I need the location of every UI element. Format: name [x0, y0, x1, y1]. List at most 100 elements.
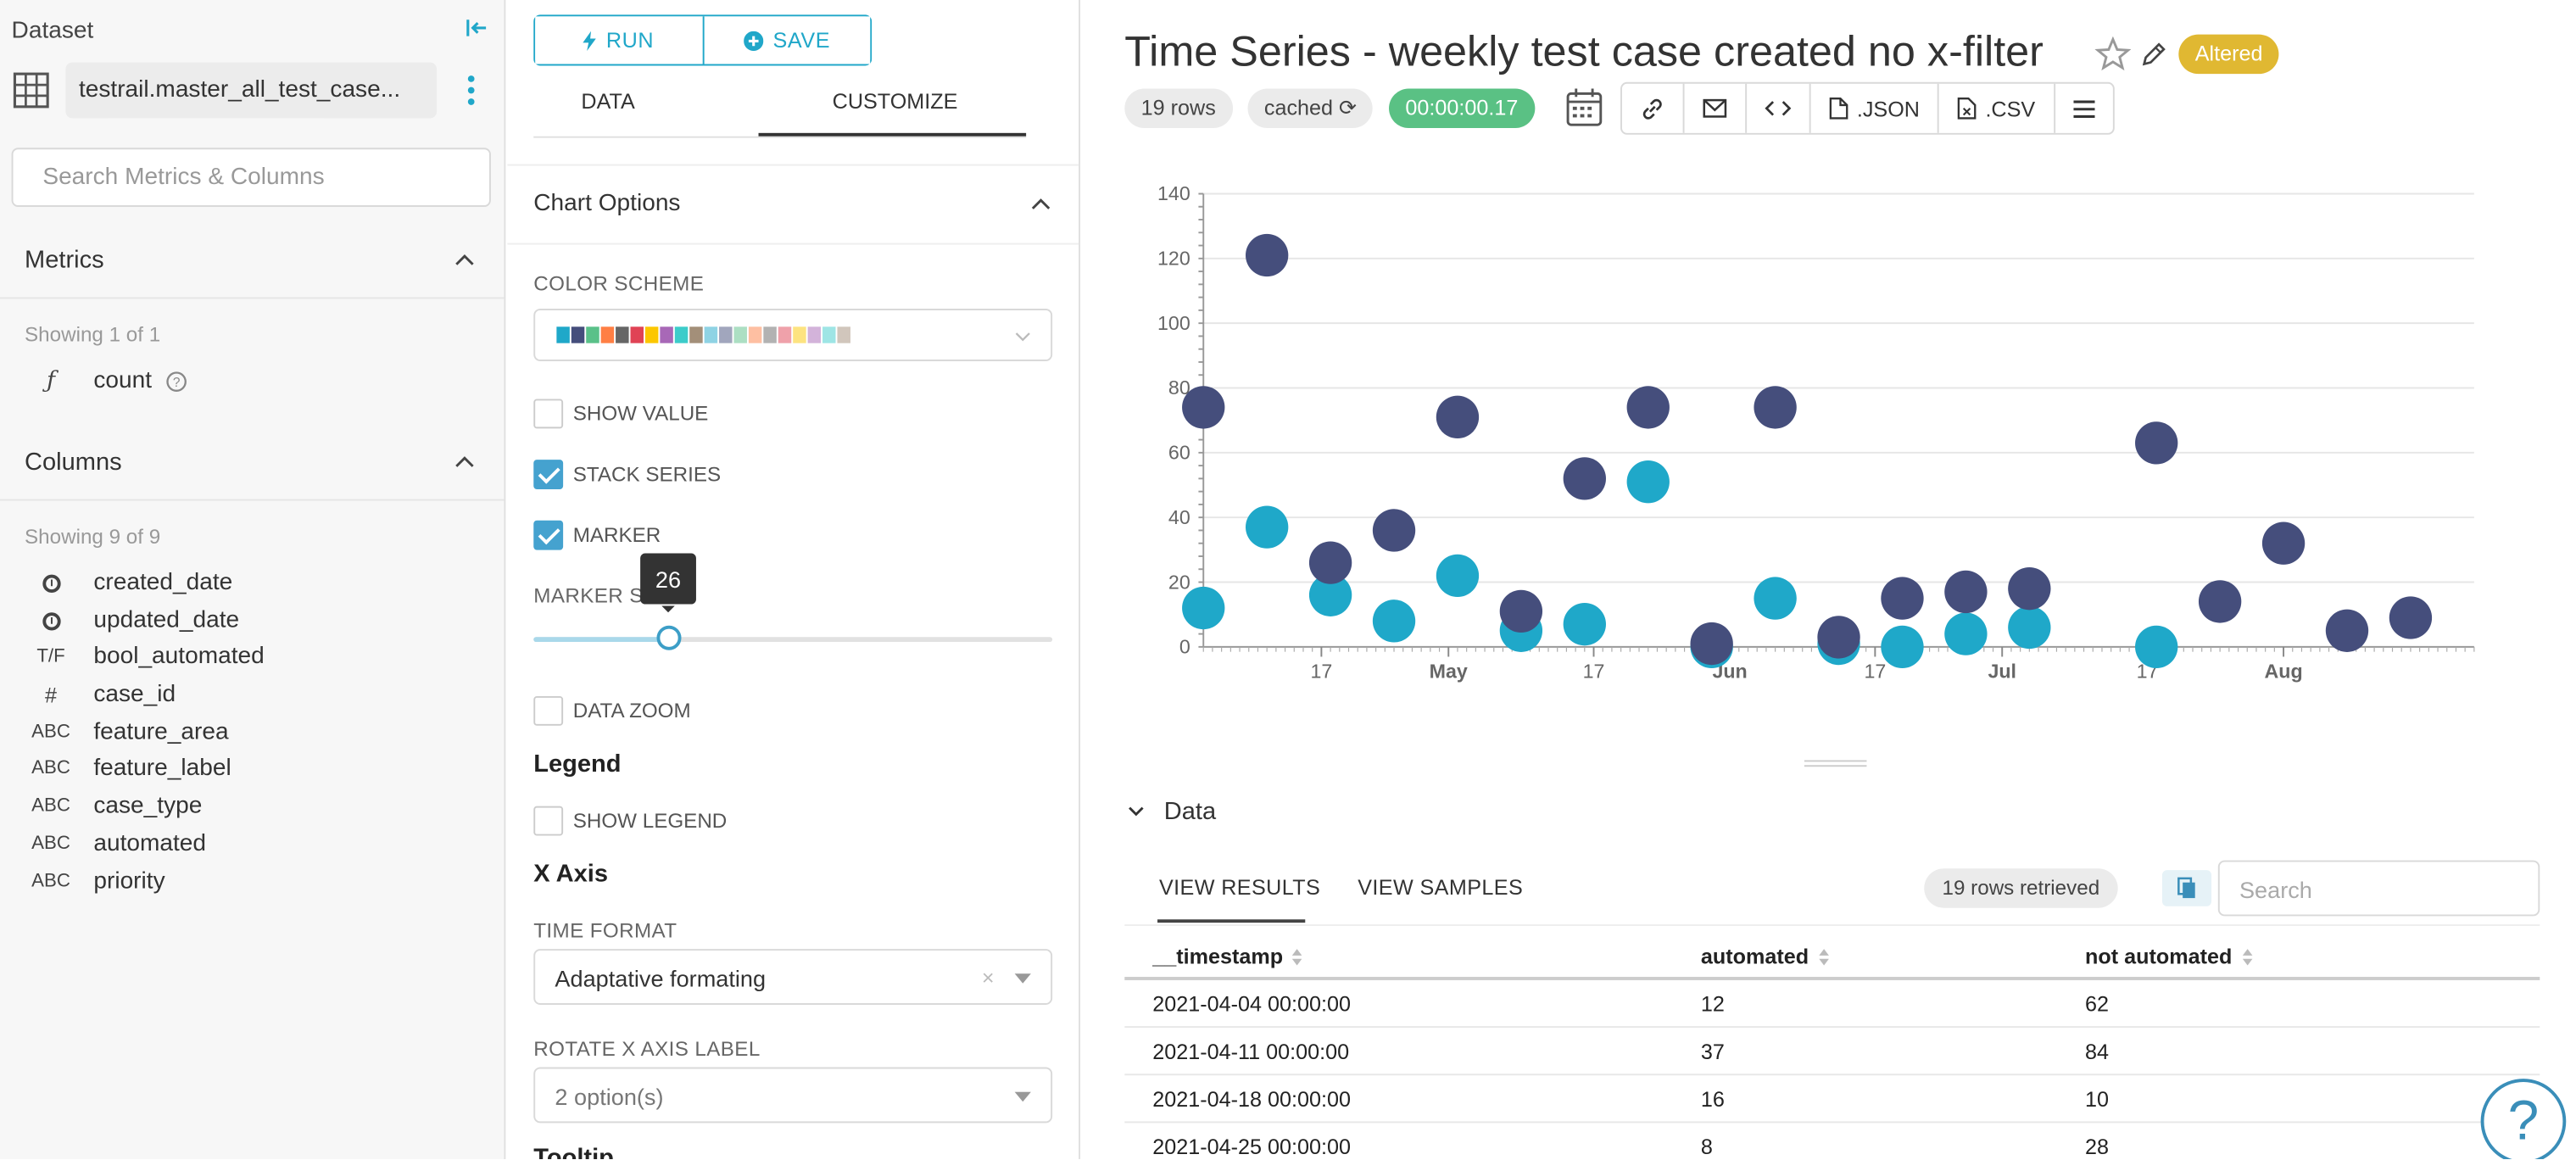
cached-pill[interactable]: cached ⟳ — [1247, 88, 1374, 129]
dataset-menu-icon[interactable] — [466, 75, 477, 109]
chart-options-title[interactable]: Chart Options — [533, 190, 681, 217]
embed-code-icon[interactable] — [1745, 83, 1809, 133]
help-button[interactable]: ? — [2480, 1079, 2567, 1159]
collapse-panel-icon[interactable] — [465, 16, 488, 42]
columns-section-title[interactable]: Columns — [25, 448, 122, 477]
chevron-up-icon[interactable] — [454, 455, 474, 467]
column-header-automated[interactable]: automated — [1701, 944, 1829, 968]
run-save-group: RUN SAVE — [533, 14, 873, 66]
checkbox-unchecked[interactable] — [533, 806, 564, 836]
results-table: __timestamp automated not automated 2021… — [1124, 933, 2540, 1159]
star-icon[interactable] — [2094, 36, 2132, 73]
more-menu-icon[interactable] — [2053, 83, 2112, 133]
column-item[interactable]: ABC priority — [25, 868, 484, 901]
tab-view-results[interactable]: VIEW RESULTS — [1158, 874, 1321, 901]
link-icon[interactable] — [1622, 84, 1683, 133]
color-swatch — [616, 326, 629, 343]
table-row: 2021-04-25 00:00:00 8 28 — [1124, 1123, 2540, 1159]
column-header-timestamp[interactable]: __timestamp — [1152, 944, 1303, 968]
table-row: 2021-04-18 00:00:00 16 10 — [1124, 1075, 2540, 1124]
color-swatch — [719, 326, 733, 343]
calendar-icon[interactable] — [1566, 87, 1603, 126]
column-item[interactable]: ABC case_type — [25, 793, 484, 826]
table-cell: 62 — [2084, 991, 2109, 1017]
column-item[interactable]: T/F bool_automated — [25, 644, 484, 677]
x-tick-label: 17 — [1583, 661, 1605, 683]
not-automated-point — [1881, 577, 1924, 620]
tab-data[interactable]: DATA — [581, 88, 635, 114]
csv-label: .CSV — [1985, 96, 2036, 121]
column-item[interactable]: created_date — [25, 570, 484, 603]
export-csv-button[interactable]: .CSV — [1938, 83, 2053, 133]
sort-icon[interactable] — [1818, 949, 1829, 966]
not-automated-point — [1436, 395, 1480, 439]
cached-label: cached — [1263, 95, 1334, 120]
checkbox-checked[interactable] — [533, 460, 564, 489]
chevron-down-icon[interactable] — [1128, 806, 1144, 818]
color-scheme-select[interactable] — [533, 309, 1053, 361]
not-automated-point — [2198, 580, 2242, 623]
not-automated-point — [1245, 233, 1289, 277]
refresh-icon[interactable]: ⟳ — [1339, 95, 1358, 120]
color-swatch — [660, 326, 673, 343]
y-tick-label: 60 — [1168, 442, 1190, 464]
not-automated-point — [1308, 541, 1352, 584]
clear-icon[interactable]: × — [981, 965, 995, 990]
resize-handle[interactable] — [1804, 760, 1867, 767]
automated-point — [1944, 612, 1988, 655]
x-tick-label: 17 — [1864, 661, 1886, 683]
row-count-pill: 19 rows — [1124, 88, 1233, 129]
marker-label: MARKER — [572, 523, 661, 547]
data-section-title: Data — [1163, 797, 1217, 826]
rows-retrieved-badge: 19 rows retrieved — [1924, 868, 2118, 908]
run-button[interactable]: RUN — [535, 16, 702, 64]
divider — [507, 243, 1079, 245]
y-tick-label: 0 — [1179, 636, 1190, 658]
metric-item-count[interactable]: ƒ count ? — [25, 368, 484, 401]
caret-down-icon — [1014, 973, 1031, 984]
slider-handle[interactable] — [656, 625, 682, 650]
chevron-up-icon[interactable] — [1031, 197, 1051, 209]
checkbox-checked[interactable] — [533, 520, 564, 550]
column-item[interactable]: ABC automated — [25, 831, 484, 864]
duration-pill: 00:00:00.17 — [1389, 88, 1535, 129]
metrics-section-title[interactable]: Metrics — [25, 246, 104, 275]
sort-icon[interactable] — [1292, 949, 1303, 966]
sort-icon[interactable] — [2242, 949, 2252, 966]
question-circle-icon[interactable]: ? — [166, 371, 187, 401]
show-legend-label: SHOW LEGEND — [572, 809, 728, 833]
dataset-name[interactable]: testrail.master_all_test_case... — [65, 62, 438, 119]
column-item[interactable]: updated_date — [25, 607, 484, 640]
active-tab-indicator — [758, 132, 1027, 137]
active-tab-indicator — [1157, 919, 1306, 923]
export-json-button[interactable]: .JSON — [1809, 83, 1938, 133]
chevron-up-icon[interactable] — [454, 253, 474, 265]
rotate-x-axis-select[interactable]: 2 option(s) — [533, 1067, 1053, 1124]
column-item[interactable]: # case_id — [25, 682, 484, 715]
checkbox-unchecked[interactable] — [533, 695, 564, 726]
results-search-input[interactable]: Search — [2217, 860, 2540, 917]
not-automated-point — [1754, 386, 1797, 429]
plus-circle-icon — [743, 30, 763, 51]
x-axis-heading: X Axis — [533, 860, 608, 889]
email-icon[interactable] — [1682, 83, 1746, 133]
checkbox-unchecked[interactable] — [533, 399, 564, 429]
tab-view-samples[interactable]: VIEW SAMPLES — [1358, 874, 1524, 901]
tab-customize[interactable]: CUSTOMIZE — [832, 88, 958, 114]
column-header-not-automated[interactable]: not automated — [2085, 944, 2252, 968]
search-metrics-columns-input[interactable]: Search Metrics & Columns — [11, 148, 491, 207]
altered-badge[interactable]: Altered — [2178, 34, 2279, 75]
column-item[interactable]: ABC feature_label — [25, 756, 484, 789]
slider-value-tooltip: 26 — [640, 553, 696, 613]
edit-icon[interactable] — [2141, 41, 2167, 67]
y-tick-label: 120 — [1157, 248, 1190, 270]
time-format-select[interactable]: Adaptative formating × — [533, 949, 1053, 1005]
marker-size-slider[interactable] — [533, 637, 1053, 643]
copy-to-clipboard-button[interactable] — [2161, 870, 2212, 906]
file-icon — [1829, 98, 1848, 120]
column-item[interactable]: ABC feature_area — [25, 719, 484, 752]
save-button[interactable]: SAVE — [701, 16, 871, 64]
chart-title[interactable]: Time Series - weekly test case created n… — [1124, 25, 2044, 76]
column-type-label: ABC — [31, 722, 70, 743]
